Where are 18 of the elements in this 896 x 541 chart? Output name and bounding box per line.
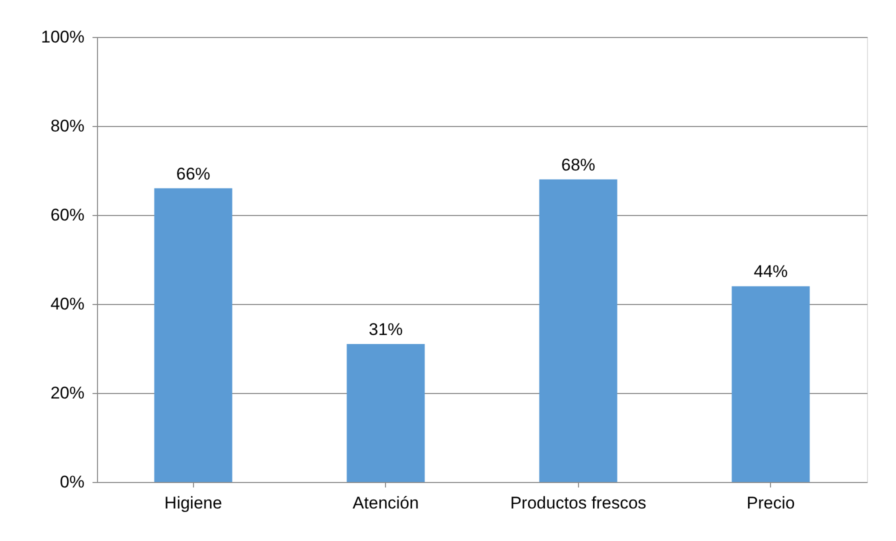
y-tick-label: 40% [50, 294, 84, 314]
x-tick-label: Higiene [164, 494, 222, 512]
data-label: 68% [561, 155, 596, 174]
data-label: 44% [754, 262, 788, 282]
y-tick-label: 60% [50, 206, 84, 224]
bar [154, 188, 232, 482]
y-tick-label: 20% [50, 384, 84, 402]
y-tick-label: 80% [50, 116, 84, 136]
x-tick-label: Productos frescos [510, 494, 646, 512]
y-tick-label: 100% [41, 28, 84, 46]
data-label: 66% [176, 164, 210, 184]
x-tick-label: Atención [352, 494, 419, 512]
bar [539, 179, 618, 482]
data-label: 31% [368, 320, 403, 340]
x-tick-label: Precio [746, 494, 795, 512]
bar [732, 286, 810, 482]
y-tick-label: 0% [60, 472, 84, 492]
bar [346, 344, 425, 482]
